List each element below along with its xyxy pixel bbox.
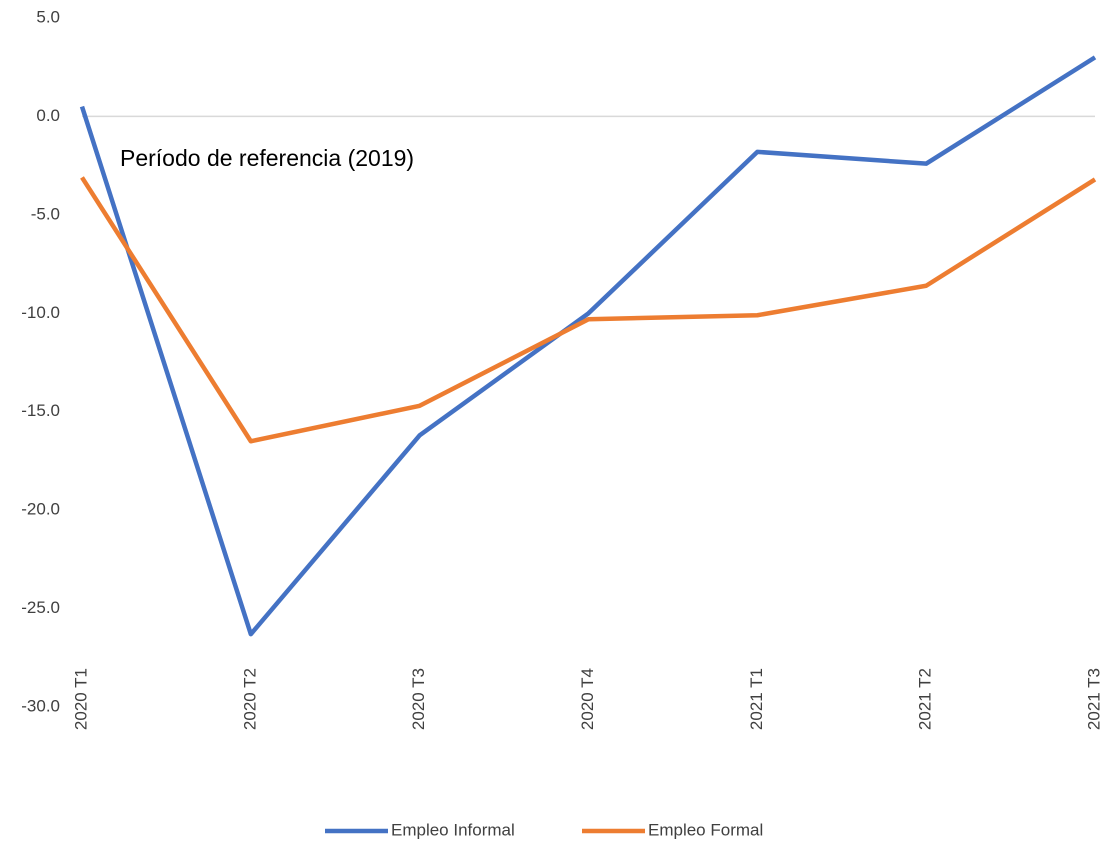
legend-label: Empleo Informal — [391, 820, 515, 839]
x-tick-label: 2020 T1 — [71, 668, 90, 730]
x-tick-label: 2020 T3 — [409, 668, 428, 730]
y-tick-label: -5.0 — [31, 204, 60, 223]
x-tick-label: 2021 T3 — [1084, 668, 1103, 730]
y-tick-label: -20.0 — [21, 500, 60, 519]
y-tick-label: -30.0 — [21, 696, 60, 715]
y-tick-label: 5.0 — [36, 7, 60, 26]
line — [80, 176, 1097, 444]
y-tick-label: -15.0 — [21, 401, 60, 420]
x-tick-label: 2021 T1 — [747, 668, 766, 730]
y-tick-label: -10.0 — [21, 303, 60, 322]
x-tick-label: 2020 T4 — [578, 668, 597, 730]
annotation: Período de referencia (2019) — [120, 145, 414, 171]
y-tick-label: -25.0 — [21, 598, 60, 617]
x-tick-label: 2020 T2 — [240, 668, 259, 730]
legend-label: Empleo Formal — [648, 820, 763, 839]
x-tick-label: 2021 T2 — [916, 668, 935, 730]
line — [79, 55, 1097, 637]
y-tick-label: 0.0 — [36, 106, 60, 125]
